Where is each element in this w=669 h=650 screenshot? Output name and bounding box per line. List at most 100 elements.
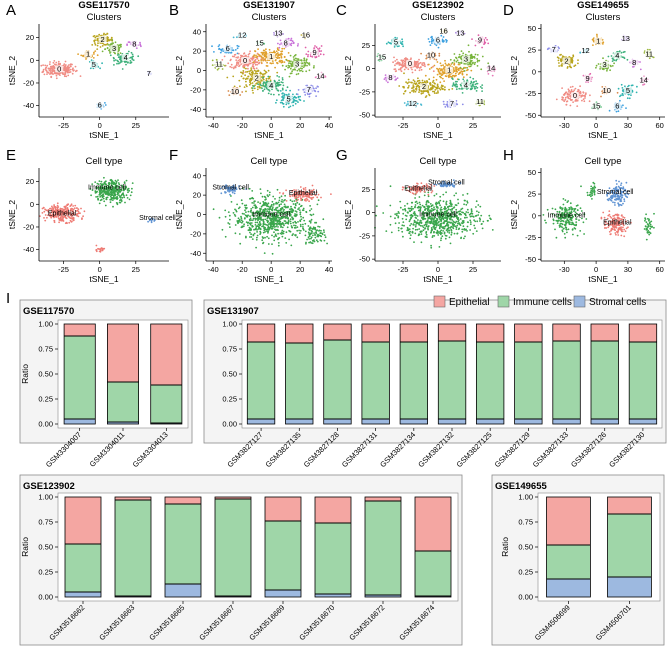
bar-segment (629, 419, 657, 424)
bar-segment (546, 579, 591, 597)
y-tick-label: 25 (528, 46, 536, 55)
panel-letter-e: E (6, 147, 17, 164)
panel-title: Clusters (252, 12, 287, 23)
cell-type-label: Immune cell (419, 211, 457, 218)
bar-segment (607, 514, 652, 577)
x-axis-label: tSNE_1 (254, 130, 284, 140)
y-tick-label: -20 (23, 222, 34, 231)
cluster-label: 4 (124, 53, 128, 62)
bar-segment (265, 590, 301, 597)
x-tick-label: -25 (58, 265, 69, 274)
bar-segment (400, 324, 428, 342)
y-tick-label: 40 (193, 171, 201, 180)
y-tick-label: 0 (532, 211, 536, 220)
cluster-label: 2 (564, 56, 568, 65)
cluster-label-bg (600, 60, 609, 68)
legend-label: Immune cells (513, 297, 572, 308)
panel-title: Clusters (421, 12, 456, 23)
point-cloud (39, 176, 156, 253)
cluster-label: 8 (632, 58, 636, 67)
y-tick-label: -25 (359, 87, 370, 96)
cluster-label-bg (420, 83, 428, 91)
cluster-label: 13 (274, 29, 282, 38)
bar-segment (415, 551, 451, 596)
bar-segment (514, 342, 543, 419)
y-axis-label: tSNE_2 (343, 200, 353, 230)
cluster-label-bg (448, 99, 456, 107)
bar-segment (591, 324, 619, 341)
cell-type-label: Stromal cell (597, 189, 634, 196)
y-tick-label: 0.00 (38, 420, 53, 429)
bar-segment (323, 340, 352, 419)
bar-segment (247, 342, 275, 419)
bar-segment (115, 497, 151, 500)
cluster-label-bg (223, 45, 232, 53)
point-cloud (374, 179, 494, 249)
y-tick-label: -50 (359, 111, 370, 120)
cluster-label-bg (95, 101, 104, 109)
y-tick-label: -20 (190, 229, 201, 238)
y-tick-label: 0.00 (222, 420, 237, 429)
cluster-label-bg (434, 36, 442, 44)
y-axis-label: tSNE_2 (509, 200, 519, 230)
x-tick-label: 60 (656, 265, 664, 274)
y-tick-label: -40 (190, 249, 201, 258)
cluster-label: 12 (238, 31, 246, 40)
y-tick-label: 20 (26, 177, 34, 186)
y-tick-label: 20 (193, 47, 201, 56)
bar-segment (323, 324, 352, 340)
y-axis-label: Ratio (20, 537, 30, 557)
bar-segment (607, 577, 652, 597)
cluster-label-bg (427, 51, 435, 59)
stacked-bar (285, 323, 314, 425)
x-tick-label: 40 (325, 121, 333, 130)
bar-segment (315, 523, 351, 594)
y-tick-label: 50 (528, 24, 536, 33)
cluster-label-bg (592, 102, 601, 110)
bar-segment (285, 343, 313, 419)
cluster-label-bg (613, 52, 622, 60)
cluster-label: 2 (255, 73, 259, 82)
bar-segment (323, 419, 352, 424)
cluster-label: 3 (295, 60, 299, 69)
stacked-bar (399, 323, 429, 425)
bar-outline (164, 496, 202, 598)
bar-segment (64, 419, 96, 424)
bar-segment (476, 324, 504, 342)
cell-type-label: Epithelial (48, 211, 77, 218)
cell-type-label: Immune cell (548, 213, 586, 220)
cluster-label-bg (445, 66, 454, 74)
bar-panel-gse117570: GSE1175700.000.250.500.751.00RatioGSM330… (19, 299, 193, 469)
panel-title: Clusters (87, 12, 122, 23)
bar-segment (552, 324, 581, 341)
cluster-label-bg (594, 37, 603, 45)
bar-segment (215, 499, 251, 596)
cluster-label-bg (274, 29, 283, 37)
x-tick-label: -25 (398, 121, 409, 130)
bar-outline (285, 323, 314, 425)
cell-type-label: Epithelial (404, 185, 433, 192)
cluster-label: 8 (132, 39, 136, 48)
cluster-label-bg (476, 36, 484, 44)
y-tick-label: -40 (23, 101, 34, 110)
bar-segment (546, 497, 591, 545)
dataset-title: GSE123902 (23, 481, 75, 492)
x-tick-label: 25 (132, 265, 140, 274)
cluster-label: 5 (394, 38, 398, 47)
cluster-label: 14 (640, 75, 648, 84)
x-tick-label: -20 (237, 121, 248, 130)
point-cloud (546, 33, 655, 113)
x-tick-label: 0 (436, 121, 440, 130)
panel-letter-i: I (6, 290, 11, 307)
x-tick-label: 0 (98, 265, 102, 274)
bar-segment (400, 342, 428, 419)
y-tick-label: 0.75 (222, 345, 237, 354)
bar-outline (364, 496, 402, 598)
cell-type-label: Immune cell (88, 185, 126, 192)
cluster-label-bg (562, 57, 571, 65)
y-tick-label: 0 (366, 64, 370, 73)
bar-segment (315, 594, 351, 597)
cluster-label: 4 (269, 81, 273, 90)
